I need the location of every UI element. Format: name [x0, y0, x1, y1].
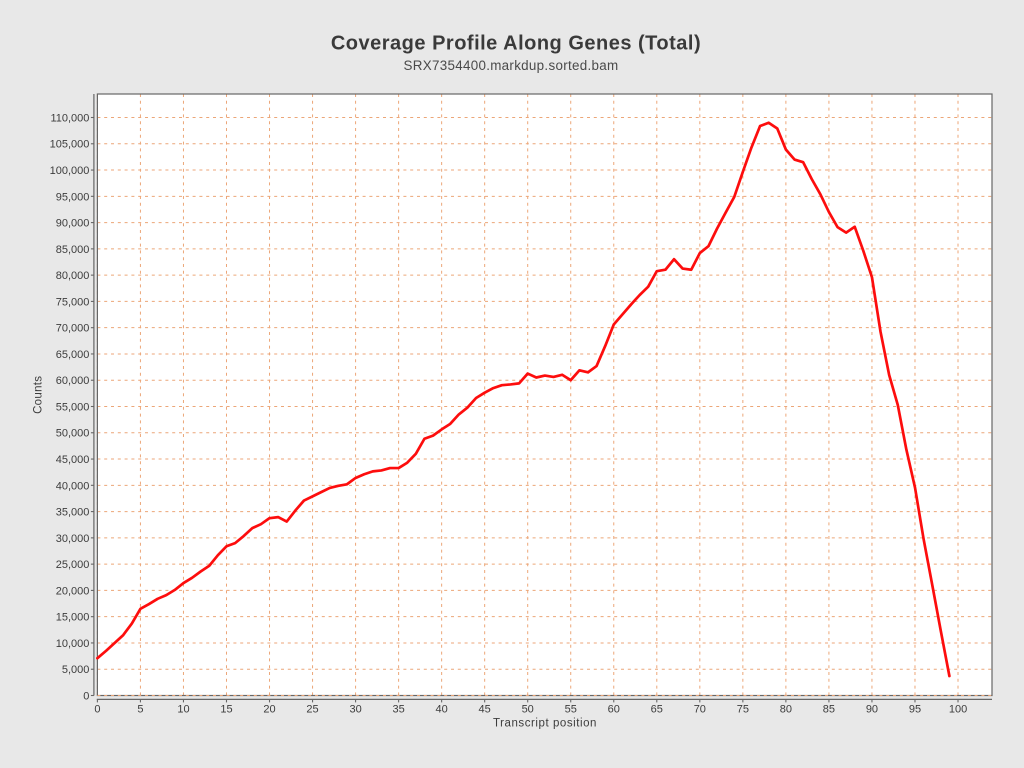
svg-text:70,000: 70,000	[56, 323, 90, 335]
svg-text:50,000: 50,000	[56, 428, 90, 440]
svg-text:45,000: 45,000	[56, 454, 90, 466]
svg-text:100,000: 100,000	[50, 165, 90, 177]
svg-text:5,000: 5,000	[62, 664, 90, 676]
svg-text:20,000: 20,000	[56, 585, 90, 597]
svg-text:55,000: 55,000	[56, 401, 90, 413]
svg-text:85,000: 85,000	[56, 244, 90, 256]
svg-text:90,000: 90,000	[56, 218, 90, 230]
svg-text:30: 30	[349, 704, 361, 716]
svg-text:5: 5	[137, 704, 143, 716]
svg-text:25: 25	[306, 704, 318, 716]
svg-text:80: 80	[780, 704, 792, 716]
svg-text:SRX7354400.markdup.sorted.bam: SRX7354400.markdup.sorted.bam	[404, 58, 619, 73]
svg-text:35,000: 35,000	[56, 507, 90, 519]
svg-text:110,000: 110,000	[50, 112, 89, 124]
svg-text:35: 35	[392, 704, 404, 716]
svg-text:50: 50	[522, 704, 534, 716]
svg-text:100: 100	[949, 704, 967, 716]
svg-text:30,000: 30,000	[56, 533, 90, 545]
svg-text:20: 20	[263, 704, 275, 716]
svg-text:Coverage Profile Along Genes (: Coverage Profile Along Genes (Total)	[331, 33, 701, 55]
svg-text:25,000: 25,000	[56, 559, 90, 571]
svg-text:80,000: 80,000	[56, 270, 90, 282]
svg-text:75: 75	[737, 704, 749, 716]
svg-text:60: 60	[608, 704, 620, 716]
svg-text:55: 55	[565, 704, 577, 716]
svg-text:90: 90	[866, 704, 878, 716]
svg-text:70: 70	[694, 704, 706, 716]
svg-text:0: 0	[83, 690, 89, 702]
svg-text:Counts: Counts	[33, 376, 45, 414]
svg-text:65,000: 65,000	[56, 349, 90, 361]
svg-text:60,000: 60,000	[56, 375, 90, 387]
svg-text:40: 40	[436, 704, 448, 716]
svg-text:10,000: 10,000	[56, 638, 90, 650]
svg-text:85: 85	[823, 704, 835, 716]
svg-text:65: 65	[651, 704, 663, 716]
svg-text:95,000: 95,000	[56, 191, 90, 203]
svg-text:40,000: 40,000	[56, 480, 90, 492]
svg-text:Transcript position: Transcript position	[493, 718, 597, 730]
svg-text:75,000: 75,000	[56, 296, 90, 308]
svg-text:105,000: 105,000	[50, 139, 90, 151]
svg-text:15: 15	[220, 704, 232, 716]
svg-text:45: 45	[479, 704, 491, 716]
svg-text:10: 10	[177, 704, 189, 716]
svg-text:0: 0	[94, 704, 100, 716]
svg-text:95: 95	[909, 704, 921, 716]
svg-text:15,000: 15,000	[56, 612, 90, 624]
